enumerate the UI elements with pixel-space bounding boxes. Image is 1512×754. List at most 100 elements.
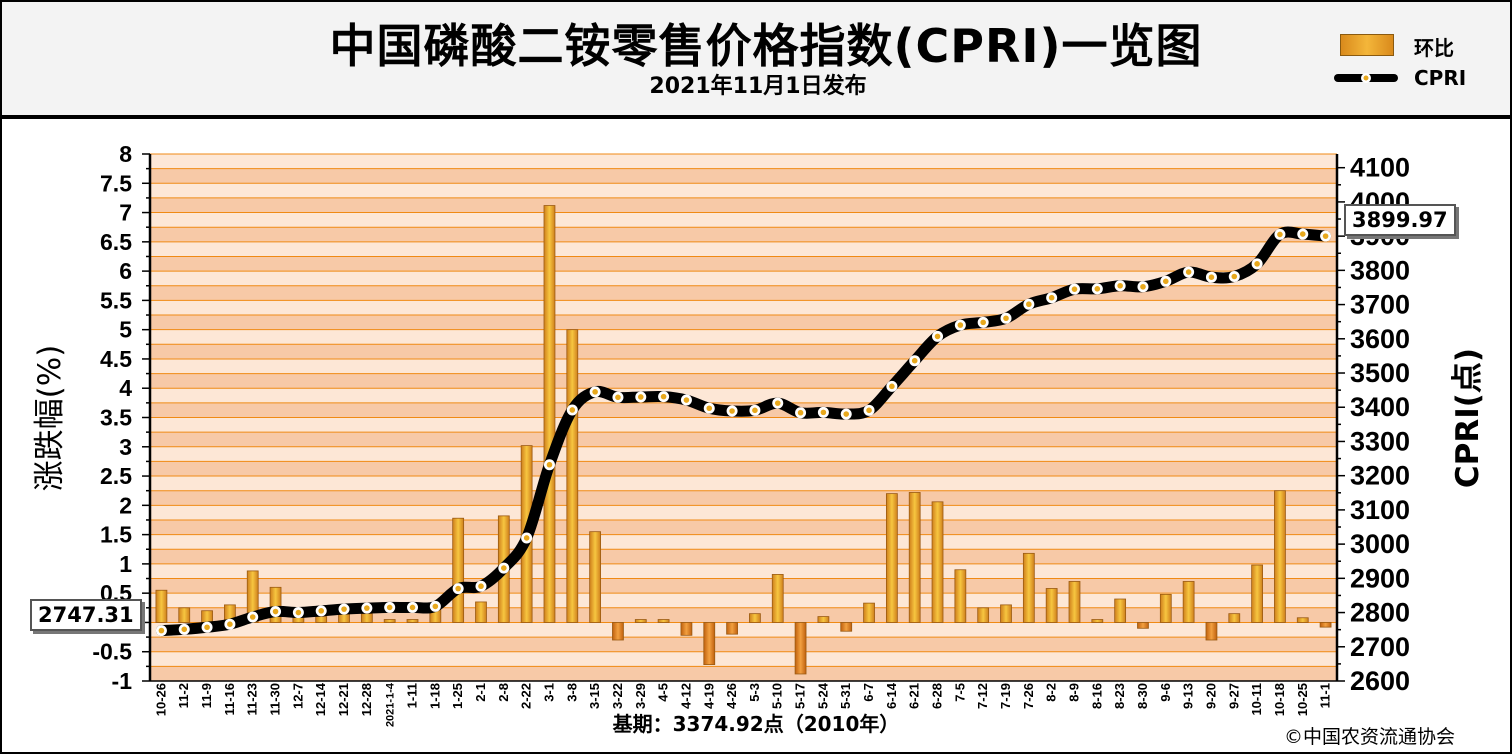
background-band: [150, 505, 1337, 520]
cpri-point-dot: [1254, 261, 1260, 267]
background-band: [150, 490, 1337, 506]
bar: [1205, 622, 1218, 641]
cpri-point-dot: [341, 606, 347, 612]
bar: [1068, 581, 1081, 623]
x-tick-label: 5-3: [747, 683, 762, 702]
y-right-tick-label: 2800: [1350, 598, 1410, 628]
cpri-point-dot: [706, 405, 713, 412]
y-right-tick-label: 2900: [1350, 563, 1410, 593]
x-tick-label: 6-28: [930, 683, 945, 709]
bar: [1274, 490, 1286, 623]
bar: [360, 613, 373, 623]
bar: [954, 569, 967, 623]
cpri-point-dot: [1117, 282, 1123, 289]
cpri-point-dot: [774, 400, 781, 406]
y-left-tick-label: 6: [119, 258, 132, 284]
y-left-tick-label: 7.5: [100, 170, 132, 196]
y-right-tick-label: 3100: [1350, 495, 1410, 525]
cpri-point-dot: [1299, 231, 1306, 237]
y-left-tick-label: 3.5: [100, 405, 132, 431]
background-band: [150, 168, 1337, 184]
background-band: [150, 154, 1337, 169]
x-tick-label: 7-19: [998, 683, 1013, 709]
y-right-tick-label: 3800: [1350, 255, 1410, 285]
x-tick-label: 3-8: [564, 683, 579, 702]
bar: [840, 622, 853, 632]
background-band: [150, 476, 1337, 491]
y-left-tick-label: 8: [119, 141, 132, 167]
bar: [634, 619, 647, 623]
y-right-axis-title: CPRI(点): [1450, 348, 1486, 488]
bar: [749, 613, 761, 623]
cpri-point-dot: [546, 461, 553, 468]
bar: [1251, 564, 1263, 623]
cpri-point-dot: [615, 394, 621, 401]
background-band: [150, 622, 1337, 638]
cpri-point-dot: [158, 627, 165, 634]
start-value-callout: 2747.31: [30, 599, 142, 631]
bar: [155, 589, 168, 623]
bar: [475, 601, 487, 623]
x-tick-label: 4-19: [701, 683, 716, 709]
x-tick-label: 11-9: [199, 683, 214, 708]
y-left-tick-label: 6.5: [100, 229, 132, 255]
x-tick-label: 5-17: [793, 683, 808, 709]
cpri-point-dot: [957, 322, 964, 328]
legend-line-swatch: [1334, 73, 1398, 83]
bar: [703, 622, 716, 666]
x-tick-label: 7-26: [1021, 683, 1036, 709]
x-tick-label: 9-13: [1181, 683, 1196, 709]
bar: [657, 619, 670, 623]
x-tick-label: 3-22: [610, 683, 625, 709]
x-tick-label: 5-31: [838, 683, 853, 709]
x-tick-label: 9-27: [1226, 683, 1241, 709]
bar: [1000, 604, 1012, 623]
bar: [1137, 622, 1149, 629]
cpri-point-dot: [843, 411, 850, 417]
bar: [589, 531, 602, 623]
x-tick-label: 12-28: [359, 683, 374, 716]
y-left-tick-label: 5: [119, 317, 132, 343]
y-left-tick-label: 5.5: [100, 287, 132, 313]
x-tick-label: 12-7: [290, 683, 305, 709]
x-tick-label: 11-23: [245, 683, 260, 716]
background-band: [150, 607, 1337, 623]
background-band: [150, 373, 1337, 389]
bar: [794, 622, 807, 675]
cpri-point-dot: [181, 626, 188, 633]
cpri-point-dot: [752, 407, 758, 414]
x-tick-label: 5-24: [815, 682, 830, 709]
x-tick-label: 12-14: [313, 682, 328, 716]
background-band: [150, 256, 1337, 272]
background-band: [150, 637, 1337, 652]
background-band: [150, 534, 1337, 550]
x-tick-label: 8-23: [1112, 683, 1127, 709]
x-tick-label: 8-30: [1135, 683, 1150, 709]
background-band: [150, 358, 1337, 374]
x-tick-label: 7-5: [952, 683, 967, 702]
x-tick-label: 2-8: [496, 683, 511, 702]
x-tick-label: 8-2: [1044, 683, 1059, 702]
background-band: [150, 666, 1337, 681]
bar: [771, 574, 784, 623]
cpri-point-dot: [204, 624, 210, 631]
x-tick-label: 8-9: [1066, 683, 1081, 702]
y-left-tick-label: 7: [119, 200, 132, 226]
cpri-point-dot: [364, 605, 370, 611]
y-right-tick-label: 3200: [1350, 461, 1410, 491]
bar: [1296, 617, 1309, 623]
y-left-tick-label: 3: [119, 434, 132, 460]
background-band: [150, 519, 1337, 535]
cpri-point-dot: [569, 407, 576, 413]
legend-line-label: CPRI: [1414, 66, 1467, 90]
cpri-line: [155, 226, 1332, 637]
legend-bar-label: 环比: [1414, 36, 1454, 60]
background-band: [150, 446, 1337, 462]
cpri-point-dot: [227, 621, 233, 627]
cpri-point-dot: [1277, 231, 1283, 238]
y-right-tick-label: 3000: [1350, 529, 1410, 559]
x-tick-label: 6-7: [861, 683, 876, 702]
background-band: [150, 578, 1337, 594]
background-band: [150, 563, 1337, 579]
